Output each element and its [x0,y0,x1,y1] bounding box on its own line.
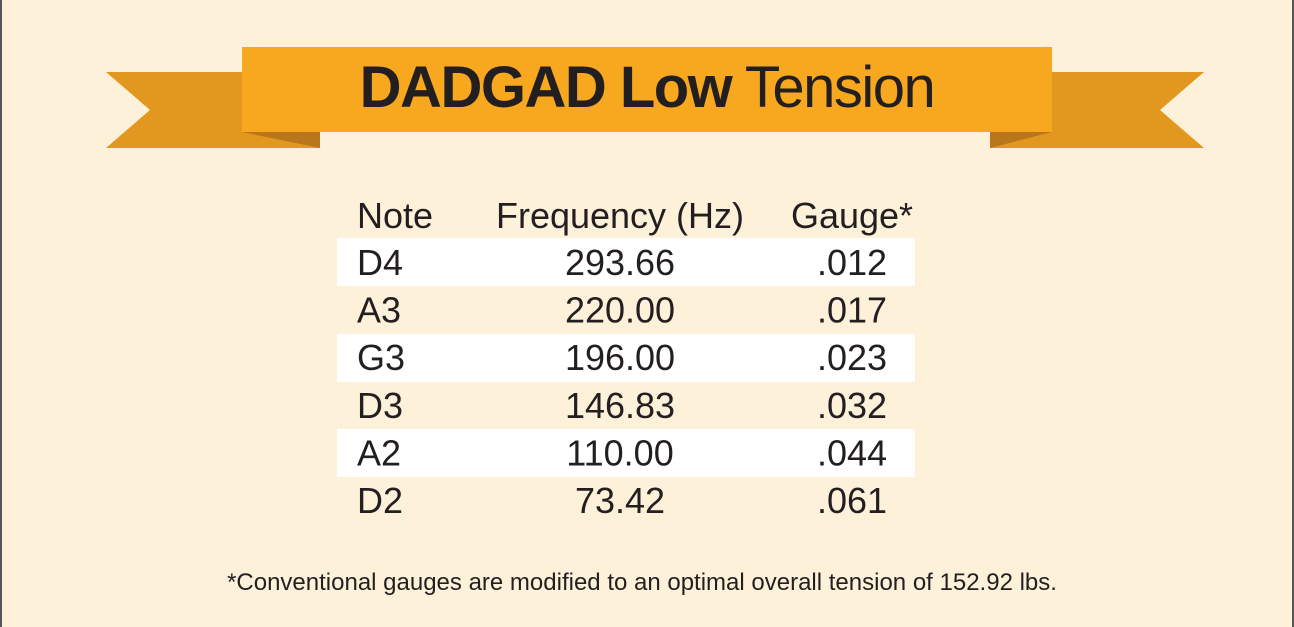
column-header: Frequency (Hz) [496,195,744,236]
table-cell: 293.66 [565,242,675,283]
table-cell: G3 [357,337,405,378]
table-cell: A2 [357,432,401,473]
table-cell: 146.83 [565,385,675,426]
row-stripe [337,334,915,382]
table-cell: .023 [817,337,887,378]
table-cell: .032 [817,385,887,426]
footnote: *Conventional gauges are modified to an … [227,569,1057,596]
table-cell: 73.42 [575,480,665,521]
table-cell: .044 [817,432,887,473]
table-cell: A3 [357,290,401,331]
table-cell: D2 [357,480,403,521]
title: DADGAD Low Tension [360,55,935,120]
ribbon-main [242,47,1052,132]
title-bold: DADGAD Low [360,55,734,120]
ribbon-fold [990,132,1052,148]
table-cell: D4 [357,242,403,283]
column-header: Note [357,195,433,236]
title-light: Tension [745,55,934,120]
row-stripe [337,238,915,286]
table-cell: .017 [817,290,887,331]
ribbon-fold [242,132,320,148]
table-cell: D3 [357,385,403,426]
table-cell: 196.00 [565,337,675,378]
row-stripe [337,429,915,477]
table-cell: .061 [817,480,887,521]
table-cell: .012 [817,242,887,283]
table: Note Frequency (Hz) Gauge* D4 293.66 .012 A3 22… [357,195,913,521]
table-cell: 110.00 [566,432,673,473]
column-header: Gauge* [791,195,913,236]
table-cell: 220.00 [565,290,675,331]
